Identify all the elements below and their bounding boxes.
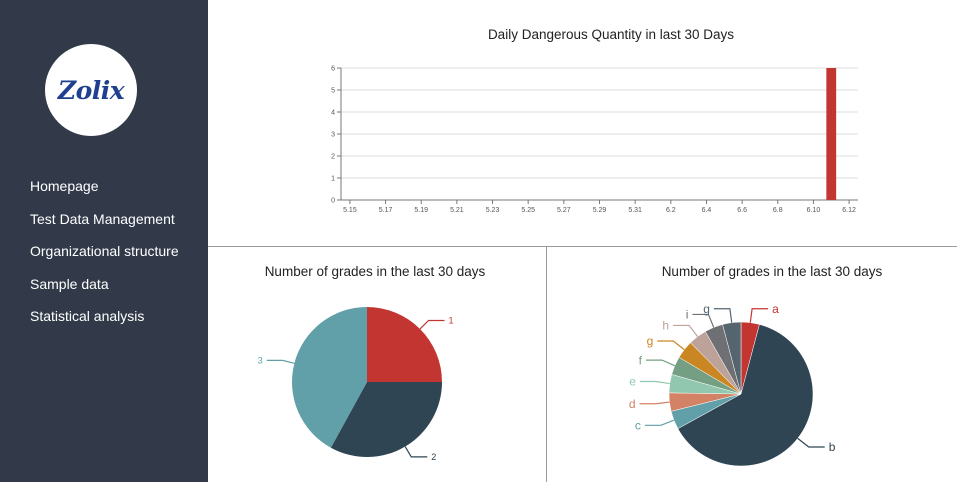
pie-slice-b xyxy=(677,324,814,467)
sidebar-nav: Homepage Test Data Management Organizati… xyxy=(30,176,179,339)
y-tick-label: 6 xyxy=(331,66,335,73)
x-tick-label: 6.6 xyxy=(737,207,747,214)
pie-chart-1-title: Number of grades in the last 30 days xyxy=(264,264,486,279)
pie-label-line xyxy=(713,308,733,323)
x-tick-label: 5.21 xyxy=(450,207,464,214)
divider-horizontal xyxy=(208,246,957,247)
pie-label-h: h xyxy=(662,319,669,333)
pie-label-g: g xyxy=(703,302,710,316)
x-tick-label: 5.17 xyxy=(379,207,393,214)
pie-label-i: i xyxy=(686,308,689,322)
x-tick-label: 5.23 xyxy=(486,207,500,214)
pie-label-a: a xyxy=(772,302,779,316)
pie-label-line xyxy=(404,446,428,458)
x-tick-label: 6.4 xyxy=(702,207,712,214)
bar-6.11 xyxy=(826,68,837,200)
pie-chart-grades-1: 1 2 3 xyxy=(258,307,454,462)
x-tick-label: 6.12 xyxy=(842,207,856,214)
nav-item-statistical-analysis[interactable]: Statistical analysis xyxy=(30,308,145,324)
y-tick-label: 1 xyxy=(331,176,335,183)
pie-label-line xyxy=(639,380,670,385)
pie-label-line xyxy=(797,437,825,448)
pie-slice-1 xyxy=(367,307,442,382)
pie-label-line xyxy=(639,401,670,405)
x-tick-label: 5.29 xyxy=(593,207,607,214)
logo-text: Zolix xyxy=(57,75,125,105)
pie-label-line xyxy=(673,324,699,337)
y-tick-label: 3 xyxy=(331,132,335,139)
x-tick-label: 6.2 xyxy=(666,207,676,214)
y-tick-label: 0 xyxy=(331,198,335,205)
pie-slice-3 xyxy=(292,307,367,448)
pie-label-e: e xyxy=(629,375,636,389)
nav-item-homepage[interactable]: Homepage xyxy=(30,178,99,194)
pie-label-3: 3 xyxy=(258,356,263,366)
bar-chart: 0 1 2 3 4 5 6 5.15 5.17 5.19 5.21 5.23 5.25 5.27 5.29 5… xyxy=(331,66,858,214)
nav-item-sample-data[interactable]: Sample data xyxy=(30,275,109,292)
pie-label-line xyxy=(749,308,769,323)
nav-item-organizational-structure[interactable]: Organizational structure xyxy=(30,243,179,259)
y-tick-label: 5 xyxy=(331,88,335,95)
x-tick-label: 6.8 xyxy=(773,207,783,214)
pie-chart-2-title: Number of grades in the last 30 days xyxy=(661,264,883,279)
pie-label-2: 2 xyxy=(431,452,436,462)
pie-label-line xyxy=(266,359,295,364)
divider-vertical xyxy=(546,247,547,482)
x-tick-label: 5.27 xyxy=(557,207,571,214)
pie-slice-2 xyxy=(330,382,442,457)
pie-label-line xyxy=(645,359,676,367)
pie-label-f: f xyxy=(639,353,643,367)
logo: Zolix xyxy=(45,44,137,136)
pie-label-c: c xyxy=(635,418,641,432)
y-tick-label: 2 xyxy=(331,154,335,161)
sidebar: Zolix Homepage Test Data Management Orga… xyxy=(0,0,208,482)
x-tick-label: 5.19 xyxy=(414,207,428,214)
x-tick-label: 5.15 xyxy=(343,207,357,214)
bar-chart-title: Daily Dangerous Quantity in last 30 Days xyxy=(487,27,735,42)
pie-label-g: g xyxy=(647,334,654,348)
pie-label-line xyxy=(419,319,445,330)
pie-label-b: b xyxy=(829,440,836,454)
pie-label-line xyxy=(692,313,715,328)
pie-label-line xyxy=(657,340,685,351)
pie-slice-g xyxy=(722,321,742,395)
x-tick-label: 5.31 xyxy=(628,207,642,214)
y-tick-label: 4 xyxy=(331,110,335,117)
main-content: Daily Dangerous Quantity in last 30 Days… xyxy=(208,0,957,482)
x-tick-label: 6.10 xyxy=(807,207,821,214)
x-tick-label: 5.25 xyxy=(521,207,535,214)
pie-label-1: 1 xyxy=(449,316,454,326)
pie-label-d: d xyxy=(629,397,636,411)
pie-label-line xyxy=(644,419,675,426)
nav-item-test-data-management[interactable]: Test Data Management xyxy=(30,210,175,227)
